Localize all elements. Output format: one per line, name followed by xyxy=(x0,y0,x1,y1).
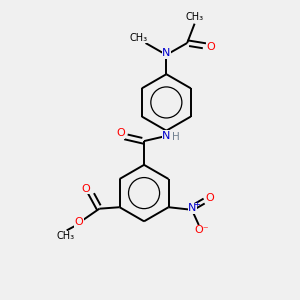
Text: O: O xyxy=(116,128,125,138)
Text: O: O xyxy=(81,184,90,194)
Text: O: O xyxy=(74,218,83,227)
Text: CH₃: CH₃ xyxy=(185,12,204,22)
Text: O: O xyxy=(206,193,214,203)
Text: N: N xyxy=(188,203,196,213)
Text: CH₃: CH₃ xyxy=(130,33,148,43)
Text: N: N xyxy=(162,131,170,141)
Text: H: H xyxy=(172,132,180,142)
Text: N: N xyxy=(162,48,170,59)
Text: O: O xyxy=(206,43,215,52)
Text: CH₃: CH₃ xyxy=(56,231,74,241)
Text: +: + xyxy=(193,200,200,209)
Text: O⁻: O⁻ xyxy=(194,225,208,236)
